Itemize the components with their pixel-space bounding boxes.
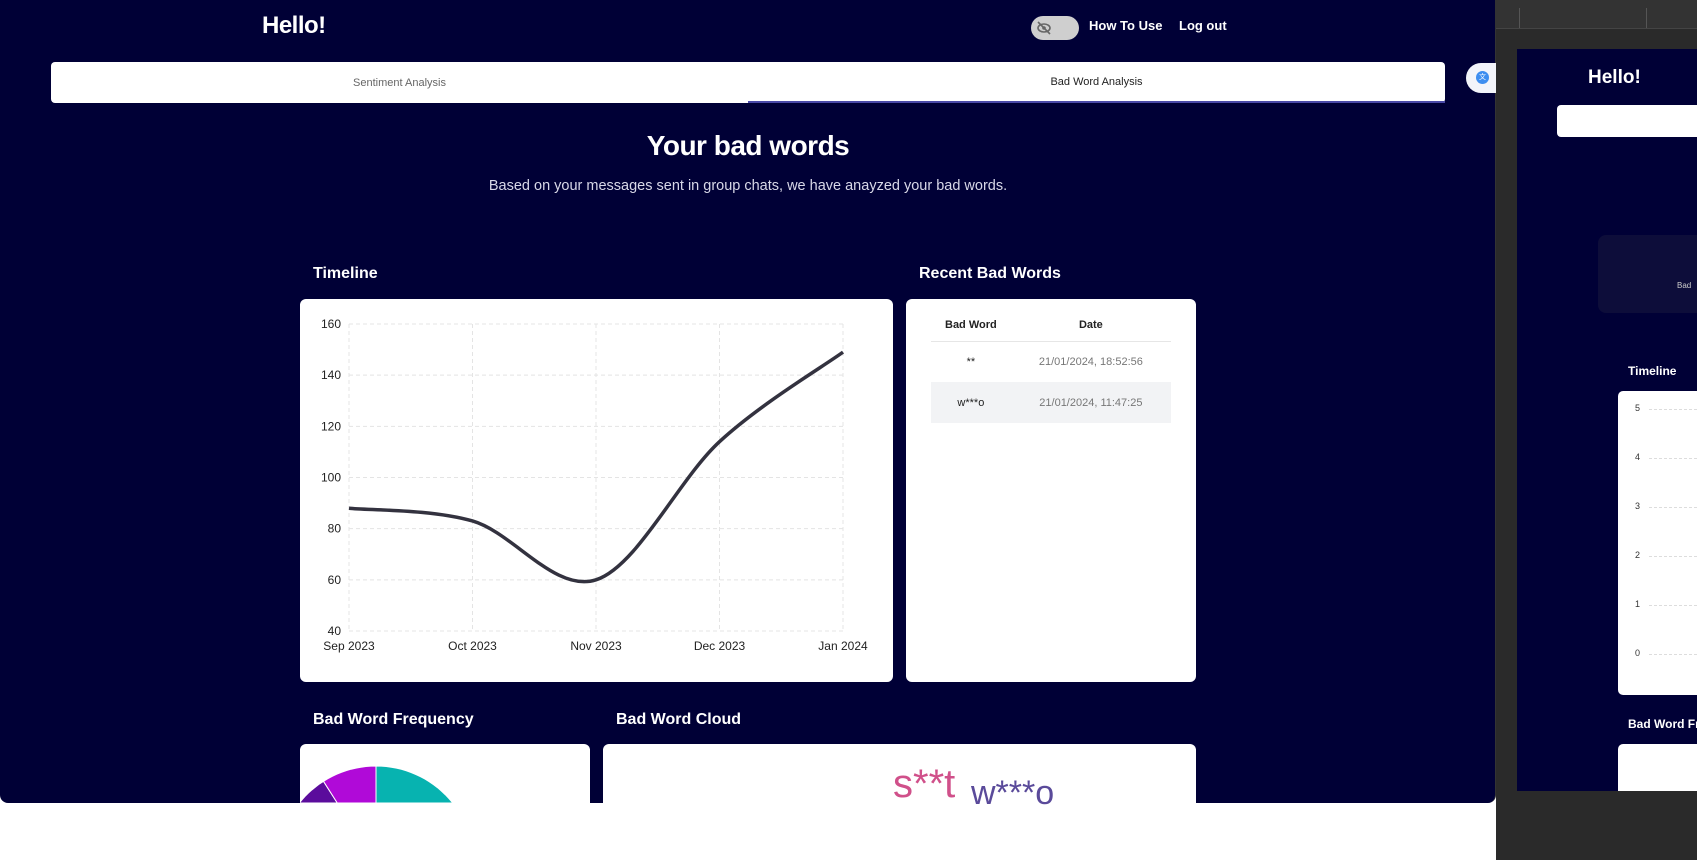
recent-table: Bad Word Date ** 21/01/2024, 18:52:56 w***… bbox=[931, 309, 1171, 423]
side-y-tick: 1 bbox=[1635, 599, 1697, 609]
y-tick-label: 160 bbox=[321, 317, 341, 331]
side-timeline-heading: Timeline bbox=[1628, 364, 1677, 378]
y-tick-label: 100 bbox=[321, 471, 341, 485]
frequency-pie-chart bbox=[298, 765, 454, 804]
recent-card: Bad Word Date ** 21/01/2024, 18:52:56 w***… bbox=[906, 299, 1196, 682]
x-tick-label: Sep 2023 bbox=[323, 639, 375, 653]
timeline-card: 40 60 80 100 120 140 160 Sep 2023 Oct 2023 Nov 20… bbox=[300, 299, 893, 682]
how-to-use-link[interactable]: How To Use bbox=[1089, 18, 1163, 33]
side-greeting: Hello! bbox=[1588, 67, 1641, 88]
side-card: Bad bbox=[1598, 235, 1697, 313]
toolbar-strip bbox=[1496, 0, 1697, 29]
pie-slice bbox=[375, 765, 454, 804]
date: 21/01/2024, 18:52:56 bbox=[1038, 355, 1143, 368]
side-card-text: Bad bbox=[1677, 281, 1692, 290]
timeline-series-line bbox=[348, 350, 845, 584]
cloud-heading: Bad Word Cloud bbox=[616, 711, 742, 728]
tab-bad-word-analysis[interactable]: Bad Word Analysis bbox=[748, 62, 1445, 103]
pie-slice bbox=[322, 765, 377, 804]
side-frequency-card bbox=[1618, 744, 1697, 791]
frequency-heading: Bad Word Frequency bbox=[313, 711, 474, 728]
bad-word: ** bbox=[966, 355, 976, 368]
table-row: w***o 21/01/2024, 11:47:25 bbox=[931, 382, 1171, 423]
side-y-tick: 0 bbox=[1635, 648, 1697, 658]
cloud-card: s**t w***o bbox=[603, 744, 1196, 812]
privacy-toggle[interactable] bbox=[1031, 16, 1079, 40]
date: 21/01/2024, 11:47:25 bbox=[1010, 382, 1171, 423]
greeting: Hello! bbox=[262, 12, 326, 39]
y-tick-label: 120 bbox=[321, 419, 341, 433]
x-tick-label: Dec 2023 bbox=[694, 639, 746, 653]
side-tabs bbox=[1557, 105, 1697, 137]
tab-sentiment-analysis[interactable]: Sentiment Analysis bbox=[353, 76, 446, 89]
frequency-card bbox=[298, 744, 590, 804]
recent-heading: Recent Bad Words bbox=[919, 265, 1061, 282]
cloud-word: s**t bbox=[893, 762, 956, 806]
side-app-preview: Hello! Bad Timeline 5 4 3 2 1 0 Bad Word Fr bbox=[1517, 49, 1697, 791]
y-tick-label: 140 bbox=[321, 368, 341, 382]
logout-link[interactable]: Log out bbox=[1179, 18, 1227, 33]
bad-word: w***o bbox=[931, 382, 1011, 423]
side-y-tick: 5 bbox=[1635, 403, 1697, 413]
translate-icon: 文 bbox=[1476, 71, 1489, 84]
side-timeline-card: 5 4 3 2 1 0 bbox=[1618, 391, 1697, 695]
col-bad-word: Bad Word bbox=[931, 309, 1011, 342]
side-frequency-heading: Bad Word Fr bbox=[1628, 717, 1697, 731]
eye-off-icon bbox=[1037, 21, 1051, 35]
y-tick-label: 80 bbox=[328, 522, 342, 536]
translate-button[interactable]: 文 bbox=[1466, 63, 1496, 93]
x-tick-label: Oct 2023 bbox=[448, 639, 497, 653]
timeline-chart: 40 60 80 100 120 140 160 Sep 2023 Oct 2023 Nov 20… bbox=[321, 317, 868, 653]
secondary-window: Hello! Bad Timeline 5 4 3 2 1 0 Bad Word Fr bbox=[1496, 0, 1697, 860]
x-tick-label: Jan 2024 bbox=[818, 639, 868, 653]
y-tick-label: 40 bbox=[328, 624, 342, 638]
timeline-heading: Timeline bbox=[313, 265, 378, 282]
side-y-tick: 2 bbox=[1635, 550, 1697, 560]
y-tick-label: 60 bbox=[328, 573, 342, 587]
col-date: Date bbox=[1010, 309, 1171, 342]
analysis-tabs: Sentiment Analysis Bad Word Analysis bbox=[51, 62, 1445, 103]
page-subtitle: Based on your messages sent in group cha… bbox=[488, 178, 1008, 194]
side-y-tick: 4 bbox=[1635, 452, 1697, 462]
side-y-tick: 3 bbox=[1635, 501, 1697, 511]
page-title: Your bad words bbox=[646, 130, 850, 161]
main-window: Hello! How To Use Log out Sentiment Anal… bbox=[0, 0, 1496, 812]
cloud-word: w***o bbox=[971, 774, 1055, 812]
x-tick-label: Nov 2023 bbox=[570, 639, 622, 653]
table-row: ** 21/01/2024, 18:52:56 bbox=[931, 341, 1171, 382]
